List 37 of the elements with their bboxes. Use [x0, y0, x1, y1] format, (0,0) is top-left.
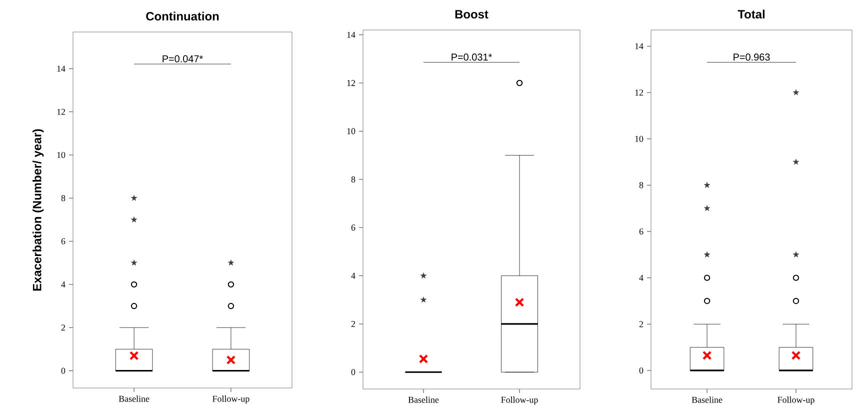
y-tick-label: 4: [61, 281, 66, 288]
x-tick-label: Baseline: [408, 396, 439, 403]
y-tick-label: 12: [347, 80, 355, 86]
x-tick-label: Baseline: [118, 396, 150, 402]
y-tick-label: 2: [639, 321, 643, 328]
y-tick-label: 10: [57, 152, 66, 158]
y-tick-label: 0: [351, 369, 356, 376]
y-tick-label: 8: [639, 182, 644, 188]
y-tick-label: 10: [347, 128, 356, 134]
x-tick-label: Follow-up: [501, 396, 538, 405]
y-tick-label: 6: [639, 228, 644, 235]
y-tick-label: 14: [635, 43, 644, 50]
x-tick-label: Baseline: [692, 396, 722, 403]
y-tick-label: 2: [61, 324, 65, 331]
chart-title: Boost: [455, 10, 488, 18]
x-tick-label: Follow-up: [212, 396, 250, 404]
y-tick-label: 8: [61, 195, 66, 202]
y-tick-label: 8: [351, 176, 356, 182]
annotation: P=0.031*: [452, 54, 492, 61]
y-tick-label: 12: [635, 90, 643, 96]
y-tick-label: 6: [61, 238, 66, 244]
y-tick-label: 10: [635, 136, 644, 142]
chart-title: Continuation: [146, 12, 219, 20]
y-tick-label: 6: [351, 224, 356, 231]
annotation: P=0.963: [734, 54, 770, 61]
chart-title: Total: [738, 10, 764, 18]
y-tick-label: 4: [639, 274, 644, 281]
y-tick-label: 4: [351, 272, 356, 279]
y-tick-label: 14: [57, 66, 66, 72]
y-tick-label: 0: [61, 368, 66, 374]
y-axis-title: Exacerbation (Number/ year): [32, 129, 44, 291]
y-tick-label: 2: [351, 320, 355, 327]
y-tick-label: 14: [347, 32, 356, 38]
annotation: P=0.047*: [162, 55, 203, 62]
y-tick-label: 0: [639, 367, 644, 374]
y-tick-label: 12: [57, 108, 65, 115]
x-tick-label: Follow-up: [778, 396, 814, 405]
